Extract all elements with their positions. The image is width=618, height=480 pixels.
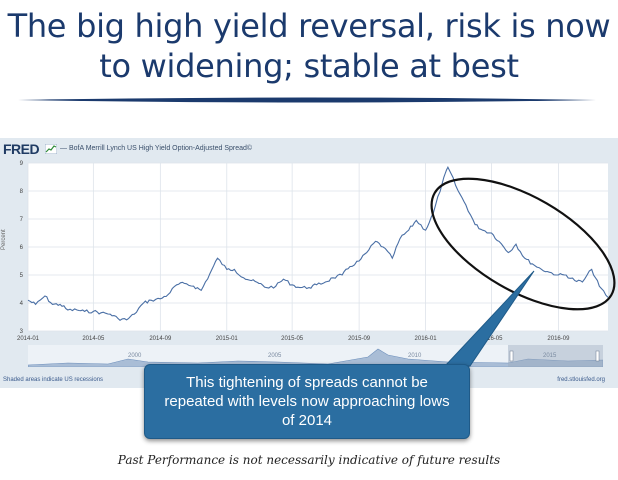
navigator-year-label: 2000 (128, 353, 142, 359)
x-tick-label: 2014-09 (149, 336, 172, 342)
navigator-selection[interactable] (508, 345, 603, 367)
y-tick-label: 5 (20, 273, 24, 279)
series-title: — BofA Merrill Lynch US High Yield Optio… (60, 145, 253, 152)
x-tick-label: 2014-01 (17, 336, 40, 342)
callout-text: This tightening of spreads cannot be rep… (164, 374, 450, 429)
x-tick-label: 2014-05 (82, 336, 105, 342)
y-tick-label: 9 (20, 161, 24, 167)
series-title-text: BofA Merrill Lynch US High Yield Option-… (68, 145, 253, 152)
navigator-year-label: 2010 (408, 353, 422, 359)
fred-logo: FRED (3, 141, 40, 157)
callout-box: This tightening of spreads cannot be rep… (144, 364, 470, 439)
navigator-right-handle[interactable] (595, 350, 600, 362)
y-tick-label: 4 (20, 301, 24, 307)
y-tick-label: 8 (20, 189, 24, 195)
slide-title: The big high yield reversal, risk is now… (7, 7, 611, 85)
y-tick-label: 6 (20, 245, 24, 251)
source-link[interactable]: fred.stlouisfed.org (557, 377, 605, 383)
y-tick-label: 3 (20, 329, 24, 335)
disclaimer-text: Past Performance is not necessarily indi… (117, 453, 501, 467)
navigator-year-label: 2015 (543, 353, 557, 359)
title-underline (18, 97, 596, 103)
x-tick-label: 2016-05 (480, 336, 503, 342)
fred-graph-icon (45, 144, 57, 154)
recession-note: Shaded areas indicate US recessions (3, 377, 104, 383)
highlight-ellipse (430, 177, 616, 311)
x-tick-label: 2016-01 (415, 336, 438, 342)
x-tick-label: 2015-05 (281, 336, 304, 342)
x-tick-label: 2015-01 (216, 336, 239, 342)
y-tick-label: 7 (20, 217, 24, 223)
navigator-left-handle[interactable] (509, 350, 514, 362)
x-tick-label: 2016-09 (547, 336, 570, 342)
x-tick-label: 2015-09 (348, 336, 371, 342)
navigator-year-label: 2005 (268, 353, 282, 359)
